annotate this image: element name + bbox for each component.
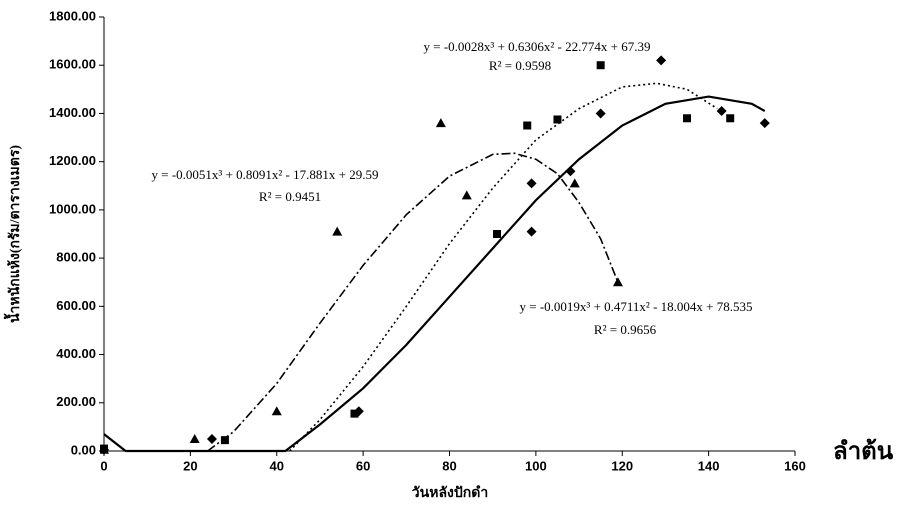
marker bbox=[523, 121, 532, 130]
y-tick-label: 1000.00 bbox=[49, 201, 96, 216]
y-tick-label: 200.00 bbox=[56, 394, 96, 409]
y-tick-label: 600.00 bbox=[56, 298, 96, 313]
trendline bbox=[103, 95, 766, 453]
x-tick-label: 0 bbox=[100, 458, 107, 473]
x-tick-label: 160 bbox=[784, 458, 806, 473]
marker bbox=[596, 61, 605, 70]
marker bbox=[526, 226, 537, 237]
x-tick-label: 20 bbox=[183, 458, 197, 473]
plot-area bbox=[100, 55, 770, 455]
x-tick-label: 40 bbox=[270, 458, 284, 473]
side-label: ลำต้น bbox=[833, 437, 894, 465]
y-tick-label: 1800.00 bbox=[49, 8, 96, 23]
marker bbox=[716, 106, 727, 117]
x-tick-label: 80 bbox=[442, 458, 456, 473]
x-tick-label: 60 bbox=[356, 458, 370, 473]
annotation: y = -0.0019x³ + 0.4711x² - 18.004x + 78.… bbox=[520, 299, 753, 314]
y-tick-label: 1600.00 bbox=[49, 57, 96, 72]
x-tick-label: 120 bbox=[611, 458, 633, 473]
y-tick-label: 1400.00 bbox=[49, 105, 96, 120]
trendline bbox=[207, 152, 619, 452]
marker bbox=[526, 178, 537, 189]
y-tick-label: 400.00 bbox=[56, 346, 96, 361]
x-axis-title: วันหลังปักดำ bbox=[412, 485, 488, 501]
marker bbox=[271, 406, 282, 416]
marker bbox=[656, 55, 667, 66]
marker bbox=[759, 118, 770, 129]
y-tick-label: 800.00 bbox=[56, 250, 96, 265]
annotation: R² = 0.9451 bbox=[259, 189, 321, 204]
annotation: y = -0.0051x³ + 0.8091x² - 17.881x + 29.… bbox=[152, 167, 379, 182]
marker bbox=[569, 178, 580, 188]
annotation: R² = 0.9656 bbox=[594, 322, 657, 337]
x-tick-label: 140 bbox=[698, 458, 720, 473]
annotation: y = -0.0028x³ + 0.6306x² - 22.774x + 67.… bbox=[424, 39, 651, 54]
y-axis-title: น้ำหนักแห้ง(กรัม/ตารางเมตร) bbox=[3, 145, 23, 323]
marker bbox=[553, 115, 562, 124]
marker bbox=[206, 433, 217, 444]
marker bbox=[595, 108, 606, 119]
y-tick-label: 0.00 bbox=[71, 442, 96, 457]
marker bbox=[189, 433, 200, 443]
annotation: R² = 0.9598 bbox=[489, 58, 551, 73]
marker bbox=[493, 230, 502, 238]
marker bbox=[726, 114, 735, 123]
marker bbox=[683, 114, 692, 123]
marker bbox=[350, 409, 359, 418]
x-tick-label: 100 bbox=[525, 458, 547, 473]
marker bbox=[332, 226, 343, 236]
marker bbox=[220, 436, 229, 445]
marker bbox=[612, 277, 623, 287]
marker bbox=[100, 444, 109, 454]
trendline bbox=[289, 82, 718, 452]
marker bbox=[461, 190, 472, 200]
marker bbox=[353, 406, 364, 417]
y-tick-label: 1200.00 bbox=[49, 153, 96, 168]
marker bbox=[435, 118, 446, 128]
